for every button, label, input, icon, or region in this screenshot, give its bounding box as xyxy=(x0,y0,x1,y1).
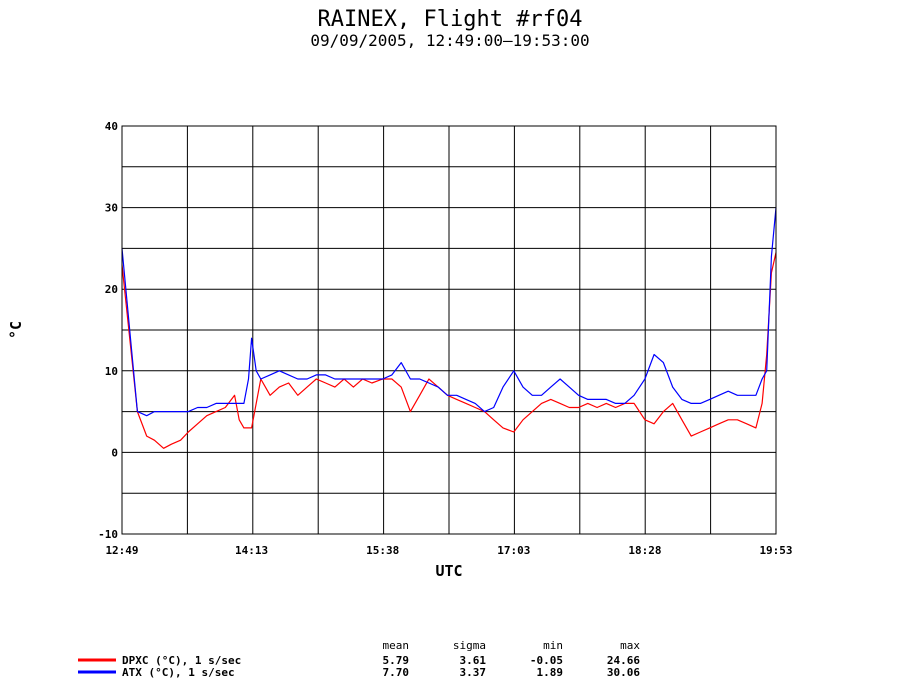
stats-value: 5.79 xyxy=(383,654,410,667)
y-axis-label: °C xyxy=(7,321,25,339)
x-axis-label: UTC xyxy=(435,562,462,580)
x-tick-label: 18:28 xyxy=(628,544,661,557)
legend-label: ATX (°C), 1 s/sec xyxy=(122,666,235,679)
grid xyxy=(122,126,776,534)
x-tick-label: 14:13 xyxy=(235,544,268,557)
y-tick-labels: -10 0 10 20 30 40 xyxy=(98,120,118,541)
stats-value: 3.37 xyxy=(460,666,487,679)
stats-table: mean sigma min max DPXC (°C), 1 s/sec 5.79 3.6… xyxy=(78,639,640,679)
y-tick-label: 20 xyxy=(105,283,118,296)
stats-value: 30.06 xyxy=(607,666,640,679)
stats-header: min xyxy=(543,639,563,652)
x-tick-label: 15:38 xyxy=(366,544,399,557)
y-tick-label: 30 xyxy=(105,202,118,215)
stats-value: -0.05 xyxy=(530,654,563,667)
series-layer xyxy=(121,207,777,449)
y-tick-label: 0 xyxy=(111,446,118,459)
stats-value: 1.89 xyxy=(537,666,564,679)
y-tick-label: -10 xyxy=(98,528,118,541)
stats-header: sigma xyxy=(453,639,486,652)
y-tick-label: 10 xyxy=(105,365,118,378)
x-tick-label: 19:53 xyxy=(759,544,792,557)
stats-value: 24.66 xyxy=(607,654,640,667)
chart-title: RAINEX, Flight #rf04 xyxy=(318,7,583,32)
chart-subtitle: 09/09/2005, 12:49:00–19:53:00 xyxy=(310,31,589,50)
x-tick-labels: 12:49 14:13 15:38 17:03 18:28 19:53 xyxy=(105,544,792,557)
x-tick-label: 17:03 xyxy=(497,544,530,557)
y-tick-label: 40 xyxy=(105,120,118,133)
stats-header: mean xyxy=(383,639,410,652)
stats-value: 3.61 xyxy=(460,654,487,667)
stats-value: 7.70 xyxy=(383,666,410,679)
plot-frame xyxy=(121,125,777,535)
series-line-atx xyxy=(121,207,777,417)
legend-label: DPXC (°C), 1 s/sec xyxy=(122,654,241,667)
x-tick-label: 12:49 xyxy=(105,544,138,557)
stats-header: max xyxy=(620,639,640,652)
